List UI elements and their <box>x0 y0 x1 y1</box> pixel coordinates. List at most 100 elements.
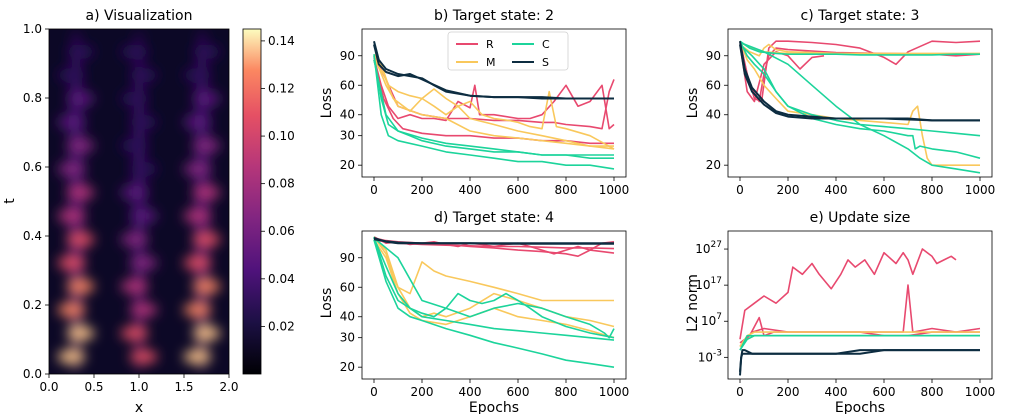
heatmap-blob <box>57 255 86 270</box>
x-tick-label: 200 <box>411 183 434 197</box>
panel-b-ylabel: Loss <box>319 88 335 119</box>
colorbar-tick-label: 0.12 <box>268 81 295 95</box>
x-tick-label: 0.0 <box>39 380 58 394</box>
colorbar-tick-label: 0.14 <box>268 34 295 48</box>
y-tick-label: 90 <box>340 49 355 63</box>
plot-frame <box>727 230 993 380</box>
x-tick-label: 800 <box>921 385 944 399</box>
plot-frame <box>727 28 993 178</box>
heatmap-blob <box>57 162 86 177</box>
panel-c: c) Target state: 3 Loss 0 200 400 600 800 100… <box>685 8 995 197</box>
series-line-C <box>373 237 615 341</box>
heatmap-blob <box>57 208 86 223</box>
series-line-M <box>739 331 980 347</box>
y-tick-label: 60 <box>340 78 355 92</box>
heatmap-blob <box>183 162 212 177</box>
heatmap-blob <box>129 68 158 83</box>
x-tick-label: 800 <box>555 385 578 399</box>
panel-e-xlabel: Epochs <box>835 400 885 414</box>
series-line-R <box>739 284 981 344</box>
x-tick-label: 200 <box>411 385 434 399</box>
heatmap-blob <box>129 302 158 317</box>
heatmap-blob <box>192 326 221 341</box>
heatmap-blob <box>192 44 221 59</box>
panel-d-ylabel: Loss <box>319 288 335 319</box>
y-tick-label: 40 <box>706 108 721 122</box>
panel-b-title: b) Target state: 2 <box>434 8 554 24</box>
y-tick-label: 1017 <box>695 276 722 292</box>
plot-frame <box>361 230 627 380</box>
x-tick-label: 1.0 <box>129 380 148 394</box>
x-tick-label: 400 <box>825 183 848 197</box>
heatmap-blob <box>66 185 95 200</box>
y-tick-label: 30 <box>340 331 355 345</box>
panel-c-title: c) Target state: 3 <box>801 8 920 24</box>
x-tick-label: 0 <box>370 385 378 399</box>
panel-a-title: a) Visualization <box>86 8 193 24</box>
colorbar-tick-label: 0.08 <box>268 177 295 191</box>
legend: RM CS <box>447 31 569 71</box>
series-line-C <box>739 43 981 137</box>
series-line-C <box>739 40 980 56</box>
series-line-C <box>373 237 615 339</box>
panel-e-ylabel: L2 norm <box>685 274 701 332</box>
legend-label-C: C <box>542 38 550 51</box>
y-tick-label: 1.0 <box>23 22 42 36</box>
x-tick-label: 2.0 <box>219 380 238 394</box>
panel-a-xlabel: x <box>135 400 143 414</box>
series-group <box>739 40 981 174</box>
heatmap-blob <box>129 162 158 177</box>
heatmap-blob <box>183 349 212 364</box>
heatmap-blob <box>120 279 149 294</box>
y-tick-label: 90 <box>706 49 721 63</box>
series-group <box>739 248 981 376</box>
series-line-M <box>373 239 615 339</box>
series-line-R <box>373 57 615 130</box>
series-line-M <box>373 55 615 150</box>
heatmap-image <box>49 29 229 374</box>
heatmap-blob <box>129 255 158 270</box>
y-tick-label: 20 <box>706 158 721 172</box>
x-tick-label: 0.5 <box>84 380 103 394</box>
series-line-R <box>739 248 957 340</box>
panel-e-title: e) Update size <box>810 210 911 226</box>
x-tick-label: 600 <box>873 183 896 197</box>
heatmap-blob <box>66 326 95 341</box>
heatmap-blob <box>183 208 212 223</box>
series-line-S <box>373 238 614 245</box>
heatmap-blob <box>66 91 95 106</box>
x-tick-label: 400 <box>825 385 848 399</box>
series-line-C <box>373 59 614 159</box>
y-tick-label: 60 <box>706 78 721 92</box>
plot-frame <box>361 28 627 178</box>
heatmap-blob <box>183 255 212 270</box>
series-line-S <box>739 349 980 372</box>
heatmap-blob <box>192 91 221 106</box>
y-tick-label: 90 <box>340 251 355 265</box>
colorbar-tick-label: 0.06 <box>268 224 295 238</box>
y-tick-label: 0.4 <box>23 229 42 243</box>
series-line-C <box>739 334 980 351</box>
heatmap-blob <box>57 68 86 83</box>
series-group <box>373 236 615 368</box>
x-tick-label: 0 <box>736 183 744 197</box>
y-tick-label: 10-3 <box>698 348 722 364</box>
x-tick-label: 600 <box>873 385 896 399</box>
series-line-S <box>739 44 980 122</box>
y-tick-label: 0.0 <box>23 367 42 381</box>
y-tick-label: 20 <box>340 360 355 374</box>
legend-label-S: S <box>542 56 549 69</box>
y-tick-label: 60 <box>340 280 355 294</box>
heatmap-blob <box>120 138 149 153</box>
heatmap-blob <box>120 232 149 247</box>
heatmap-blob <box>192 279 221 294</box>
colorbar-tick-label: 0.04 <box>268 272 295 286</box>
panel-e: e) Update size L2 norm Epochs 0 200 400 600… <box>685 210 995 414</box>
series-line-M <box>373 53 615 150</box>
series-line-M <box>373 59 614 147</box>
legend-label-R: R <box>486 38 494 51</box>
heatmap-blob <box>183 302 212 317</box>
panel-c-ylabel: Loss <box>685 88 701 119</box>
y-tick-label: 20 <box>340 158 355 172</box>
heatmap-blob <box>129 115 158 130</box>
